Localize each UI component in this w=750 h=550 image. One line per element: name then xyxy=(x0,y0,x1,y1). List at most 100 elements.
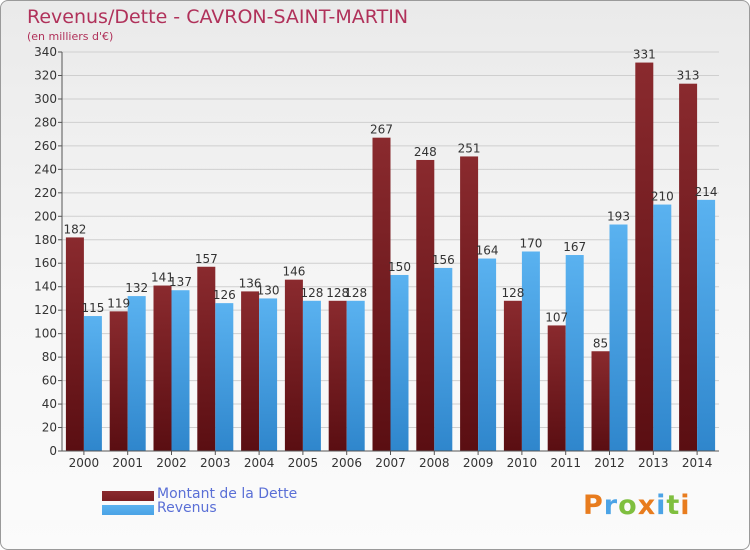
bar-revenus xyxy=(302,300,321,451)
x-tick-label: 2013 xyxy=(638,456,669,470)
bar-revenus xyxy=(697,199,716,451)
chart-title: Revenus/Dette - CAVRON-SAINT-MARTIN xyxy=(27,6,409,28)
data-label: 85 xyxy=(593,336,608,350)
bar-dette xyxy=(109,311,128,451)
bar-dette xyxy=(153,285,172,451)
logo-letter: P xyxy=(583,490,604,521)
bar-dette xyxy=(416,159,435,451)
y-tick-label: 20 xyxy=(42,421,57,435)
bar-revenus xyxy=(346,300,365,451)
y-tick-label: 160 xyxy=(34,256,57,270)
y-tick-label: 280 xyxy=(34,115,57,129)
data-label: 136 xyxy=(239,276,262,290)
x-tick-label: 2014 xyxy=(682,456,713,470)
data-label: 182 xyxy=(63,222,86,236)
x-tick-label: 2012 xyxy=(594,456,625,470)
bar-dette xyxy=(635,62,654,451)
y-tick-label: 80 xyxy=(42,350,57,364)
bar-dette xyxy=(679,83,698,451)
legend-label-debt: Montant de la Dette xyxy=(157,486,298,502)
bar-revenus xyxy=(434,267,453,451)
data-label: 331 xyxy=(633,48,656,62)
bar-revenus xyxy=(127,296,146,451)
bar-dette xyxy=(197,266,216,451)
y-tick-label: 60 xyxy=(42,374,57,388)
y-tick-label: 300 xyxy=(34,92,57,106)
data-label: 156 xyxy=(432,253,455,267)
chart-subtitle: (en milliers d'€) xyxy=(27,30,114,43)
y-tick-label: 140 xyxy=(34,280,57,294)
bar-dette xyxy=(372,137,391,451)
x-tick-label: 2010 xyxy=(507,456,538,470)
bar-dette xyxy=(284,279,303,451)
x-tick-label: 2002 xyxy=(156,456,187,470)
y-tick-label: 340 xyxy=(34,45,57,59)
data-label: 267 xyxy=(370,123,393,137)
data-label: 146 xyxy=(282,265,305,279)
data-label: 126 xyxy=(213,288,236,302)
data-label: 115 xyxy=(81,301,104,315)
data-label: 119 xyxy=(107,296,130,310)
y-tick-label: 100 xyxy=(34,327,57,341)
x-tick-label: 2007 xyxy=(375,456,406,470)
legend-swatch-debt xyxy=(102,491,154,501)
bar-revenus xyxy=(83,316,102,451)
logo-letter: r xyxy=(603,490,619,521)
data-label: 128 xyxy=(344,286,367,300)
data-label: 251 xyxy=(458,141,481,155)
bar-dette xyxy=(241,291,260,451)
bar-dette xyxy=(503,300,522,451)
data-label: 167 xyxy=(563,240,586,254)
x-tick-label: 2006 xyxy=(331,456,362,470)
x-tick-label: 2004 xyxy=(244,456,275,470)
logo-letter: i xyxy=(656,490,667,521)
logo-letter: o xyxy=(618,490,638,521)
x-tick-label: 2005 xyxy=(288,456,319,470)
legend-label-revenus: Revenus xyxy=(157,500,217,516)
y-tick-label: 40 xyxy=(42,397,57,411)
data-label: 157 xyxy=(195,252,218,266)
proxiti-logo: Proxiti xyxy=(583,490,691,521)
bar-revenus xyxy=(390,274,409,451)
bar-dette xyxy=(591,351,610,451)
data-label: 141 xyxy=(151,271,174,285)
bar-dette xyxy=(65,237,84,451)
x-tick-label: 2008 xyxy=(419,456,450,470)
data-label: 107 xyxy=(545,310,568,324)
data-label: 132 xyxy=(125,281,148,295)
data-label: 210 xyxy=(651,190,674,204)
y-tick-label: 260 xyxy=(34,139,57,153)
bar-revenus xyxy=(521,251,540,451)
bar-revenus xyxy=(653,204,672,451)
data-label: 248 xyxy=(414,145,437,159)
x-tick-label: 2011 xyxy=(550,456,581,470)
bar-revenus xyxy=(215,303,234,451)
bar-revenus xyxy=(478,258,497,451)
x-tick-label: 2009 xyxy=(463,456,494,470)
y-tick-label: 320 xyxy=(34,68,57,82)
x-tick-label: 2003 xyxy=(200,456,231,470)
y-tick-label: 0 xyxy=(49,444,57,458)
data-label: 193 xyxy=(607,210,630,224)
bar-revenus xyxy=(609,224,628,451)
bar-revenus xyxy=(259,298,278,451)
y-tick-label: 240 xyxy=(34,162,57,176)
logo-letter: i xyxy=(680,490,691,521)
y-tick-label: 180 xyxy=(34,233,57,247)
bar-dette xyxy=(460,156,479,451)
data-label: 164 xyxy=(476,244,499,258)
logo-letter: t xyxy=(666,490,681,521)
data-label: 214 xyxy=(695,185,718,199)
data-label: 130 xyxy=(257,283,280,297)
data-label: 137 xyxy=(169,275,192,289)
bar-dette xyxy=(547,325,566,451)
bar-revenus xyxy=(171,290,190,451)
data-label: 313 xyxy=(677,69,700,83)
y-tick-label: 200 xyxy=(34,209,57,223)
y-tick-label: 120 xyxy=(34,303,57,317)
x-tick-label: 2000 xyxy=(69,456,100,470)
data-label: 128 xyxy=(326,286,349,300)
y-tick-label: 220 xyxy=(34,186,57,200)
